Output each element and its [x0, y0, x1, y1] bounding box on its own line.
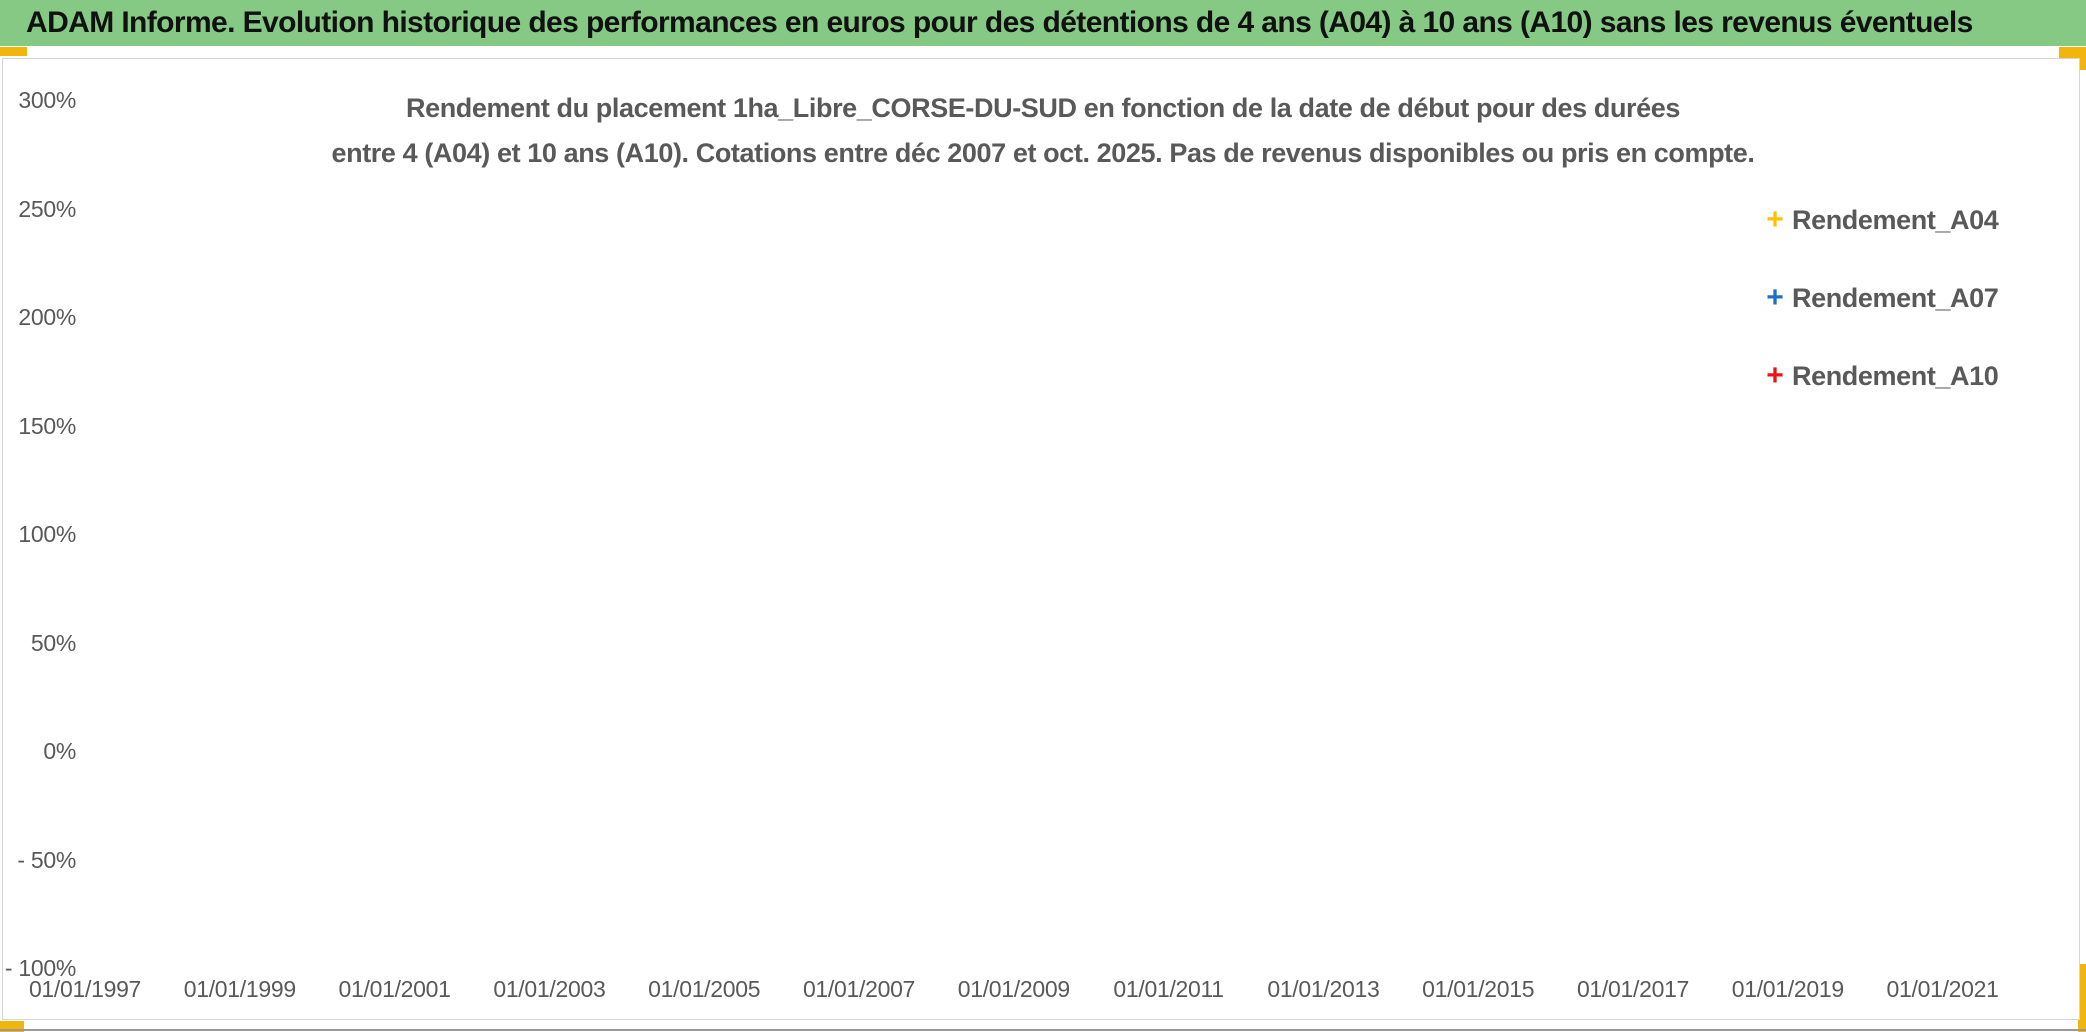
- legend-item-label: Rendement_A04: [1792, 204, 1999, 235]
- header-bar: ADAM Informe. Evolution historique des p…: [0, 0, 2086, 46]
- chart-title-line2: entre 4 (A04) et 10 ans (A10). Cotations…: [321, 131, 1765, 176]
- x-tick-label: 01/01/2013: [1267, 976, 1380, 1002]
- y-tick-label: - 50%: [17, 846, 76, 873]
- legend: + Rendement_A04 + Rendement_A07 + Rendement_A…: [1744, 192, 2013, 404]
- y-tick-label: 100%: [18, 521, 76, 547]
- header-title: ADAM Informe. Evolution historique des p…: [26, 6, 1973, 39]
- chart-frame: [2, 58, 2080, 1020]
- accent-bottom-left: [0, 1021, 24, 1032]
- y-tick-label: 0%: [43, 738, 76, 764]
- legend-item-label: Rendement_A10: [1792, 360, 1999, 391]
- plus-marker-icon: +: [1766, 281, 1784, 314]
- y-tick-label: 250%: [18, 195, 76, 222]
- legend-item-Rendement_A07[interactable]: + Rendement_A07: [1758, 276, 1999, 320]
- accent-top-left: [0, 47, 27, 56]
- x-tick-label: 01/01/2019: [1731, 976, 1844, 1002]
- legend-item-Rendement_A10[interactable]: + Rendement_A10: [1758, 354, 1999, 398]
- y-tick-label: 200%: [18, 304, 76, 330]
- chart-title: Rendement du placement 1ha_Libre_CORSE-D…: [0, 86, 2086, 176]
- x-tick-label: 01/01/2007: [802, 976, 916, 1002]
- y-tick-label: 50%: [30, 629, 76, 656]
- chart-title-line1: Rendement du placement 1ha_Libre_CORSE-D…: [395, 86, 1690, 131]
- plus-marker-icon: +: [1766, 203, 1784, 236]
- y-tick-label: - 100%: [4, 955, 76, 981]
- x-tick-label: 01/01/2011: [1113, 976, 1224, 1002]
- x-tick-label: 01/01/2021: [1886, 976, 1999, 1002]
- y-tick-label: 150%: [18, 412, 76, 439]
- plus-marker-icon: +: [1766, 359, 1784, 392]
- x-tick-label: 01/01/1999: [183, 976, 296, 1002]
- y-tick-label: 300%: [18, 87, 76, 113]
- legend-item-Rendement_A04[interactable]: + Rendement_A04: [1758, 198, 1999, 242]
- x-tick-label: 01/01/2001: [338, 976, 451, 1002]
- bottom-border: [0, 1029, 2086, 1031]
- legend-item-label: Rendement_A07: [1792, 282, 1999, 313]
- x-tick-label: 01/01/1997: [28, 976, 142, 1002]
- x-tick-label: 01/01/2017: [1576, 976, 1690, 1002]
- x-tick-label: 01/01/2003: [493, 976, 606, 1002]
- x-tick-label: 01/01/2009: [957, 976, 1070, 1002]
- accent-right-strip: [2078, 964, 2086, 1032]
- x-tick-label: 01/01/2015: [1422, 976, 1535, 1002]
- x-tick-label: 01/01/2005: [648, 976, 761, 1002]
